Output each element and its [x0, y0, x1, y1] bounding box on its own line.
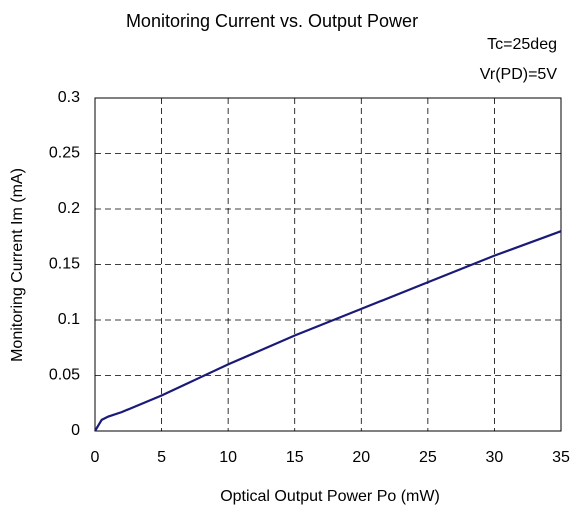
y-tick-label: 0.3	[58, 89, 80, 106]
x-tick-label: 10	[219, 449, 237, 466]
x-tick-label: 30	[486, 449, 504, 466]
x-tick-label: 15	[286, 449, 304, 466]
data-line	[94, 230, 562, 432]
y-tick-label: 0.1	[58, 311, 80, 328]
y-tick-label: 0.25	[49, 145, 80, 162]
x-tick-label: 35	[552, 449, 570, 466]
annotation: Vr(PD)=5V	[480, 66, 558, 83]
x-tick-label: 5	[157, 449, 166, 466]
y-tick-label: 0.05	[49, 367, 80, 384]
plot-frame	[94, 97, 562, 432]
x-tick-label: 0	[91, 449, 100, 466]
y-axis-label: Monitoring Current Im (mA)	[9, 168, 26, 362]
y-tick-label: 0.2	[58, 200, 80, 217]
y-tick-label: 0.15	[49, 256, 80, 273]
x-tick-label: 25	[419, 449, 437, 466]
annotation: Tc=25deg	[487, 36, 557, 53]
x-axis-label: Optical Output Power Po (mW)	[220, 488, 440, 505]
chart-title: Monitoring Current vs. Output Power	[126, 11, 418, 31]
y-tick-label: 0	[71, 422, 80, 439]
x-tick-label: 20	[352, 449, 370, 466]
